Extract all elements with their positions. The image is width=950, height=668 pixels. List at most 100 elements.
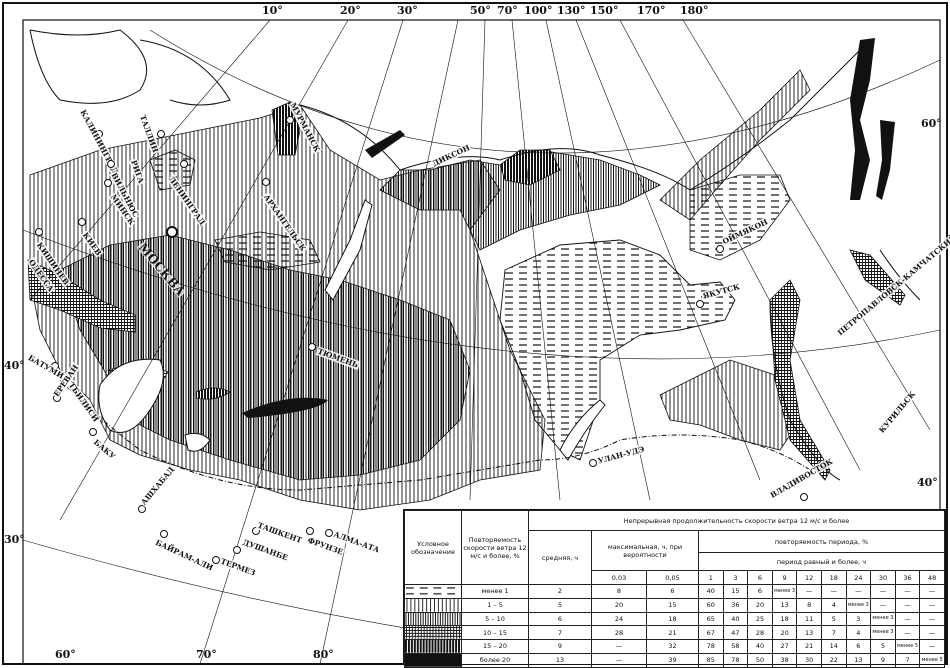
legend-recurrence-value: — <box>919 597 945 613</box>
legend-recurrence-value: 3 <box>845 611 872 627</box>
legend-swatch-heavy-vertical <box>404 639 462 654</box>
city-marker <box>104 179 112 187</box>
legend-max-005: 21 <box>646 625 699 641</box>
legend-average: 7 <box>528 625 592 641</box>
legend-header-symbol: Условное обозначение <box>404 510 462 585</box>
meridian-label: 70° <box>196 648 217 661</box>
legend-recurrence-value: 25 <box>747 611 773 627</box>
legend-recurrence-value: 21 <box>796 639 822 654</box>
legend-recurrence-value: 7 <box>820 625 847 641</box>
legend-recurrence-value: — <box>894 597 921 613</box>
parallel-label: 40° <box>917 476 938 489</box>
legend-prob: 0,03 <box>591 570 647 585</box>
legend-swatch-crosshatch <box>404 625 462 641</box>
legend-recurrence-value: 38 <box>771 652 798 668</box>
city-marker <box>696 300 704 308</box>
meridian-label: 150° <box>590 4 619 17</box>
legend-average: 6 <box>528 611 592 627</box>
city-marker <box>308 343 316 351</box>
legend-recurrence-value: 8 <box>796 597 822 613</box>
legend-max-003: 20 <box>591 597 647 613</box>
parallel-label: 60° <box>921 117 942 130</box>
legend-recurrence-value: 30 <box>796 652 822 668</box>
legend-header-average: средняя, ч <box>528 530 592 585</box>
legend-recurrence-value: 20 <box>747 597 773 613</box>
legend-header-duration: Непрерывная продолжительность скорости в… <box>528 510 945 531</box>
legend-recurrence-value: 67 <box>698 625 724 641</box>
arctic-coast <box>299 39 871 191</box>
city-marker <box>78 218 86 226</box>
legend-max-005: 15 <box>646 597 699 613</box>
parallel-label: 40° <box>4 359 25 372</box>
legend-recurrence-value: менее 3 <box>870 611 896 627</box>
legend-recurrence-value: — <box>894 611 921 627</box>
legend-recurrence-value: — <box>845 584 872 599</box>
parallel-label: 30° <box>4 533 25 546</box>
legend-row: 10 – 15 7 28 21 67 47 28 20 13 7 4 менее 3— — <box>404 625 945 641</box>
legend-frequency: 15 – 20 <box>461 639 529 654</box>
legend-recurrence-value: менее 5 <box>919 652 945 668</box>
zone-1-5-north-coast <box>379 149 661 251</box>
zone-1-5-far-east <box>659 69 811 221</box>
legend-frequency: 5 – 10 <box>461 611 529 627</box>
legend-recurrence-value: 7 <box>894 652 921 668</box>
legend-recurrence-value: — <box>919 639 945 654</box>
meridian-label: 170° <box>637 4 666 17</box>
legend-row: менее 1 2 8 6 40 15 6 менее 3— — — — — — <box>404 584 945 599</box>
legend-row: 1 – 5 5 20 15 60 36 20 13 8 4 менее 3— — — <box>404 597 945 613</box>
legend-frequency: 10 – 15 <box>461 625 529 641</box>
legend-period: 18 <box>820 570 847 585</box>
legend-max-005: 39 <box>646 652 699 668</box>
city-marker <box>107 160 115 168</box>
zone-over-20-kazakh <box>242 397 328 418</box>
meridian-label: 50° <box>470 4 491 17</box>
legend-period: 12 <box>796 570 822 585</box>
legend-header-frequency: Повторяемость скорости ветра 12 м/с и бо… <box>461 510 529 585</box>
meridian-label: 20° <box>340 4 361 17</box>
legend-recurrence-value: 4 <box>845 625 872 641</box>
legend-recurrence-value: 36 <box>722 597 749 613</box>
legend-recurrence-value: — <box>796 584 822 599</box>
legend-max-003: 24 <box>591 611 647 627</box>
legend-swatch-dashes <box>404 584 462 599</box>
city-marker <box>233 546 241 554</box>
meridian-label: 60° <box>55 648 76 661</box>
legend-recurrence-value: 13 <box>845 652 872 668</box>
legend-recurrence-value: 4 <box>820 597 847 613</box>
scandinavia <box>29 29 231 106</box>
legend-row: 5 – 10 6 24 18 65 40 25 18 11 5 3 менее 3— — <box>404 611 945 627</box>
legend-recurrence-value: 40 <box>698 584 724 599</box>
legend-period: 30 <box>870 570 896 585</box>
legend-recurrence-value: менее 3 <box>771 584 798 599</box>
legend-header-max: максимальная, ч, при вероятности <box>591 530 699 571</box>
city-marker <box>180 160 188 168</box>
meridian-label: 100° <box>524 4 553 17</box>
legend-recurrence-value: — <box>894 584 921 599</box>
wind-zones <box>27 38 906 511</box>
legend-max-005: 18 <box>646 611 699 627</box>
legend-recurrence-value: 6 <box>747 584 773 599</box>
south-border <box>59 379 811 491</box>
legend-recurrence-value: 85 <box>698 652 724 668</box>
legend-recurrence-value: 18 <box>771 611 798 627</box>
city-marker <box>89 428 97 436</box>
legend-recurrence-value: 28 <box>747 625 773 641</box>
zone-15-20-taymyr <box>499 149 561 186</box>
city-marker <box>262 178 270 186</box>
legend-recurrence-value: 50 <box>747 652 773 668</box>
meridian-label: 70° <box>497 4 518 17</box>
zone-less-1-yakutia <box>499 239 736 461</box>
legend-max-003: — <box>591 639 647 654</box>
legend-period: 9 <box>771 570 798 585</box>
legend-max-003: 8 <box>591 584 647 599</box>
legend-recurrence-value: 5 <box>870 639 896 654</box>
legend-recurrence-value: 78 <box>698 639 724 654</box>
legend-recurrence-value: 13 <box>796 625 822 641</box>
meridian-label: 130° <box>557 4 586 17</box>
aral-sea <box>184 432 211 452</box>
legend-recurrence-value: 14 <box>820 639 847 654</box>
legend-recurrence-value: 20 <box>771 625 798 641</box>
legend-recurrence-value: 5 <box>820 611 847 627</box>
legend-recurrence-value: 13 <box>771 597 798 613</box>
